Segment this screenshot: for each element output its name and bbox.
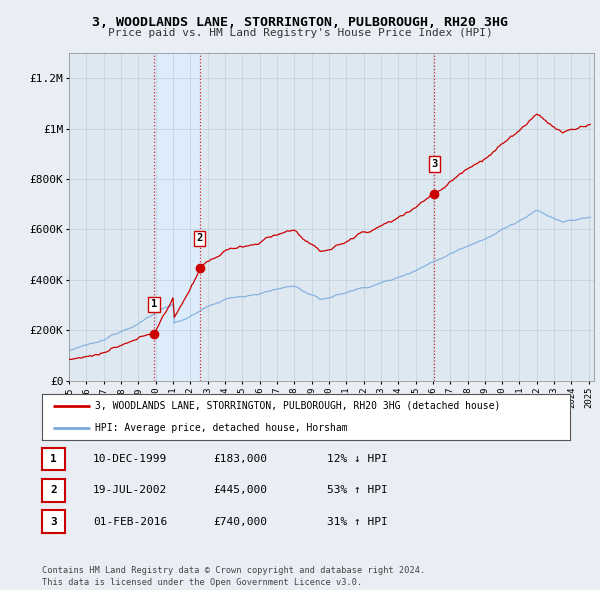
Text: 31% ↑ HPI: 31% ↑ HPI	[327, 517, 388, 526]
Text: 53% ↑ HPI: 53% ↑ HPI	[327, 486, 388, 495]
Text: 10-DEC-1999: 10-DEC-1999	[93, 454, 167, 464]
Text: £740,000: £740,000	[213, 517, 267, 526]
Bar	[154, 53, 200, 381]
Text: HPI: Average price, detached house, Horsham: HPI: Average price, detached house, Hors…	[95, 423, 347, 433]
Text: 2: 2	[197, 233, 203, 243]
Text: £445,000: £445,000	[213, 486, 267, 495]
Text: 19-JUL-2002: 19-JUL-2002	[93, 486, 167, 495]
Text: 3: 3	[50, 517, 57, 526]
Text: 1: 1	[151, 299, 157, 309]
Text: Price paid vs. HM Land Registry's House Price Index (HPI): Price paid vs. HM Land Registry's House …	[107, 28, 493, 38]
Text: 2: 2	[50, 486, 57, 495]
Text: 01-FEB-2016: 01-FEB-2016	[93, 517, 167, 526]
Text: 1: 1	[50, 454, 57, 464]
Text: 3, WOODLANDS LANE, STORRINGTON, PULBOROUGH, RH20 3HG (detached house): 3, WOODLANDS LANE, STORRINGTON, PULBOROU…	[95, 401, 500, 411]
Text: 3, WOODLANDS LANE, STORRINGTON, PULBOROUGH, RH20 3HG: 3, WOODLANDS LANE, STORRINGTON, PULBOROU…	[92, 16, 508, 29]
Text: Contains HM Land Registry data © Crown copyright and database right 2024.
This d: Contains HM Land Registry data © Crown c…	[42, 566, 425, 587]
Text: 12% ↓ HPI: 12% ↓ HPI	[327, 454, 388, 464]
Text: £183,000: £183,000	[213, 454, 267, 464]
Text: 3: 3	[431, 159, 437, 169]
